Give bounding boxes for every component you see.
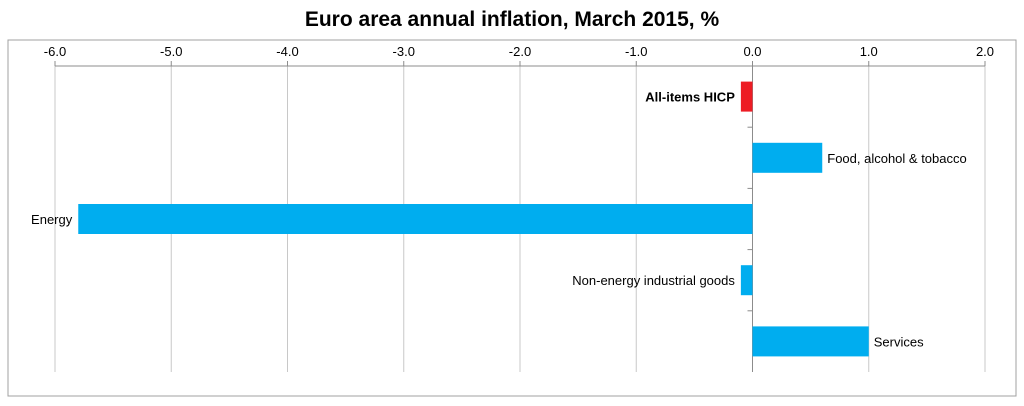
x-tick-label: -5.0 <box>160 44 182 59</box>
category-label: Services <box>874 334 924 349</box>
x-tick-label: 2.0 <box>976 44 994 59</box>
x-tick-label: -3.0 <box>393 44 415 59</box>
category-label: Energy <box>31 212 73 227</box>
x-tick-label: 0.0 <box>743 44 761 59</box>
chart-title: Euro area annual inflation, March 2015, … <box>304 8 720 31</box>
chart-frame <box>7 39 1017 397</box>
x-tick-label: -4.0 <box>276 44 298 59</box>
category-label: Food, alcohol & tobacco <box>827 151 966 166</box>
bar <box>752 326 869 357</box>
category-label: All-items HICP <box>645 90 735 105</box>
bar <box>752 142 823 173</box>
x-tick-label: 1.0 <box>860 44 878 59</box>
x-tick-label: -6.0 <box>44 44 66 59</box>
bar <box>740 265 753 296</box>
bar <box>78 204 753 234</box>
category-label: Non-energy industrial goods <box>572 273 735 288</box>
x-tick-label: -2.0 <box>509 44 531 59</box>
bar <box>740 81 753 112</box>
x-tick-label: -1.0 <box>625 44 647 59</box>
